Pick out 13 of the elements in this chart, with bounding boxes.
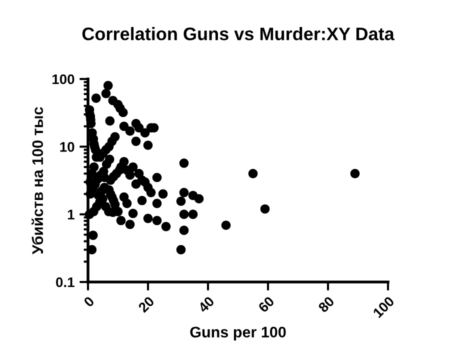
x-tick-label: 40 — [197, 296, 215, 314]
x-tick-label: 20 — [138, 296, 155, 313]
x-tick-label: 0 — [83, 296, 95, 308]
y-tick-label: 1 — [68, 210, 74, 220]
chart-title: Correlation Guns vs Murder:XY Data — [82, 27, 394, 40]
y-axis-title: Убийств на 100 тыс — [32, 107, 44, 254]
y-tick-label: 100 — [52, 74, 74, 84]
y-tick-label: 10 — [60, 142, 74, 152]
x-tick-label: 60 — [258, 296, 275, 313]
x-tick-label: 80 — [318, 296, 335, 314]
y-tick-label: 0.1 — [56, 277, 74, 288]
x-axis-title: Guns per 100 — [190, 326, 286, 341]
x-tick-label: 100 — [372, 296, 395, 318]
